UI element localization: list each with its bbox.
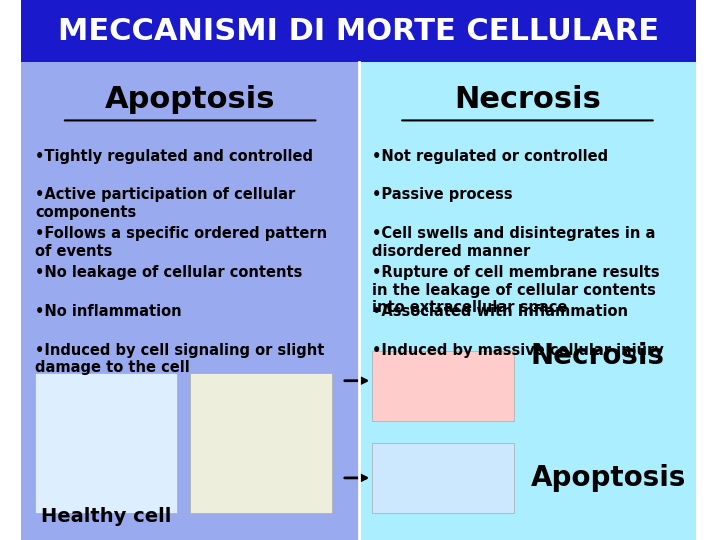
Text: Necrosis: Necrosis <box>454 85 601 114</box>
Text: Apoptosis: Apoptosis <box>531 464 686 492</box>
Text: •No leakage of cellular contents: •No leakage of cellular contents <box>35 265 302 280</box>
Text: •Tightly regulated and controlled: •Tightly regulated and controlled <box>35 148 313 164</box>
Text: •Induced by cell signaling or slight
damage to the cell: •Induced by cell signaling or slight dam… <box>35 343 325 375</box>
Text: MECCANISMI DI MORTE CELLULARE: MECCANISMI DI MORTE CELLULARE <box>58 17 660 45</box>
FancyBboxPatch shape <box>35 373 176 513</box>
Text: •Not regulated or controlled: •Not regulated or controlled <box>372 148 608 164</box>
Text: •Associated with Inflammation: •Associated with Inflammation <box>372 304 629 319</box>
Text: Healthy cell: Healthy cell <box>40 508 171 526</box>
Text: Apoptosis: Apoptosis <box>105 85 275 114</box>
FancyBboxPatch shape <box>372 443 514 513</box>
Text: •Passive process: •Passive process <box>372 187 513 202</box>
Text: •Active participation of cellular
components: •Active participation of cellular compon… <box>35 187 295 220</box>
FancyBboxPatch shape <box>359 62 696 540</box>
Text: Necrosis: Necrosis <box>531 342 665 370</box>
FancyBboxPatch shape <box>372 351 514 421</box>
Text: •Follows a specific ordered pattern
of events: •Follows a specific ordered pattern of e… <box>35 226 327 259</box>
Text: •Rupture of cell membrane results
in the leakage of cellular contents
into extra: •Rupture of cell membrane results in the… <box>372 265 660 315</box>
Text: •Induced by massive cellular injury: •Induced by massive cellular injury <box>372 343 664 358</box>
FancyBboxPatch shape <box>22 62 359 540</box>
FancyBboxPatch shape <box>22 0 696 62</box>
Text: •Cell swells and disintegrates in a
disordered manner: •Cell swells and disintegrates in a diso… <box>372 226 656 259</box>
FancyBboxPatch shape <box>190 373 332 513</box>
Text: •No inflammation: •No inflammation <box>35 304 181 319</box>
